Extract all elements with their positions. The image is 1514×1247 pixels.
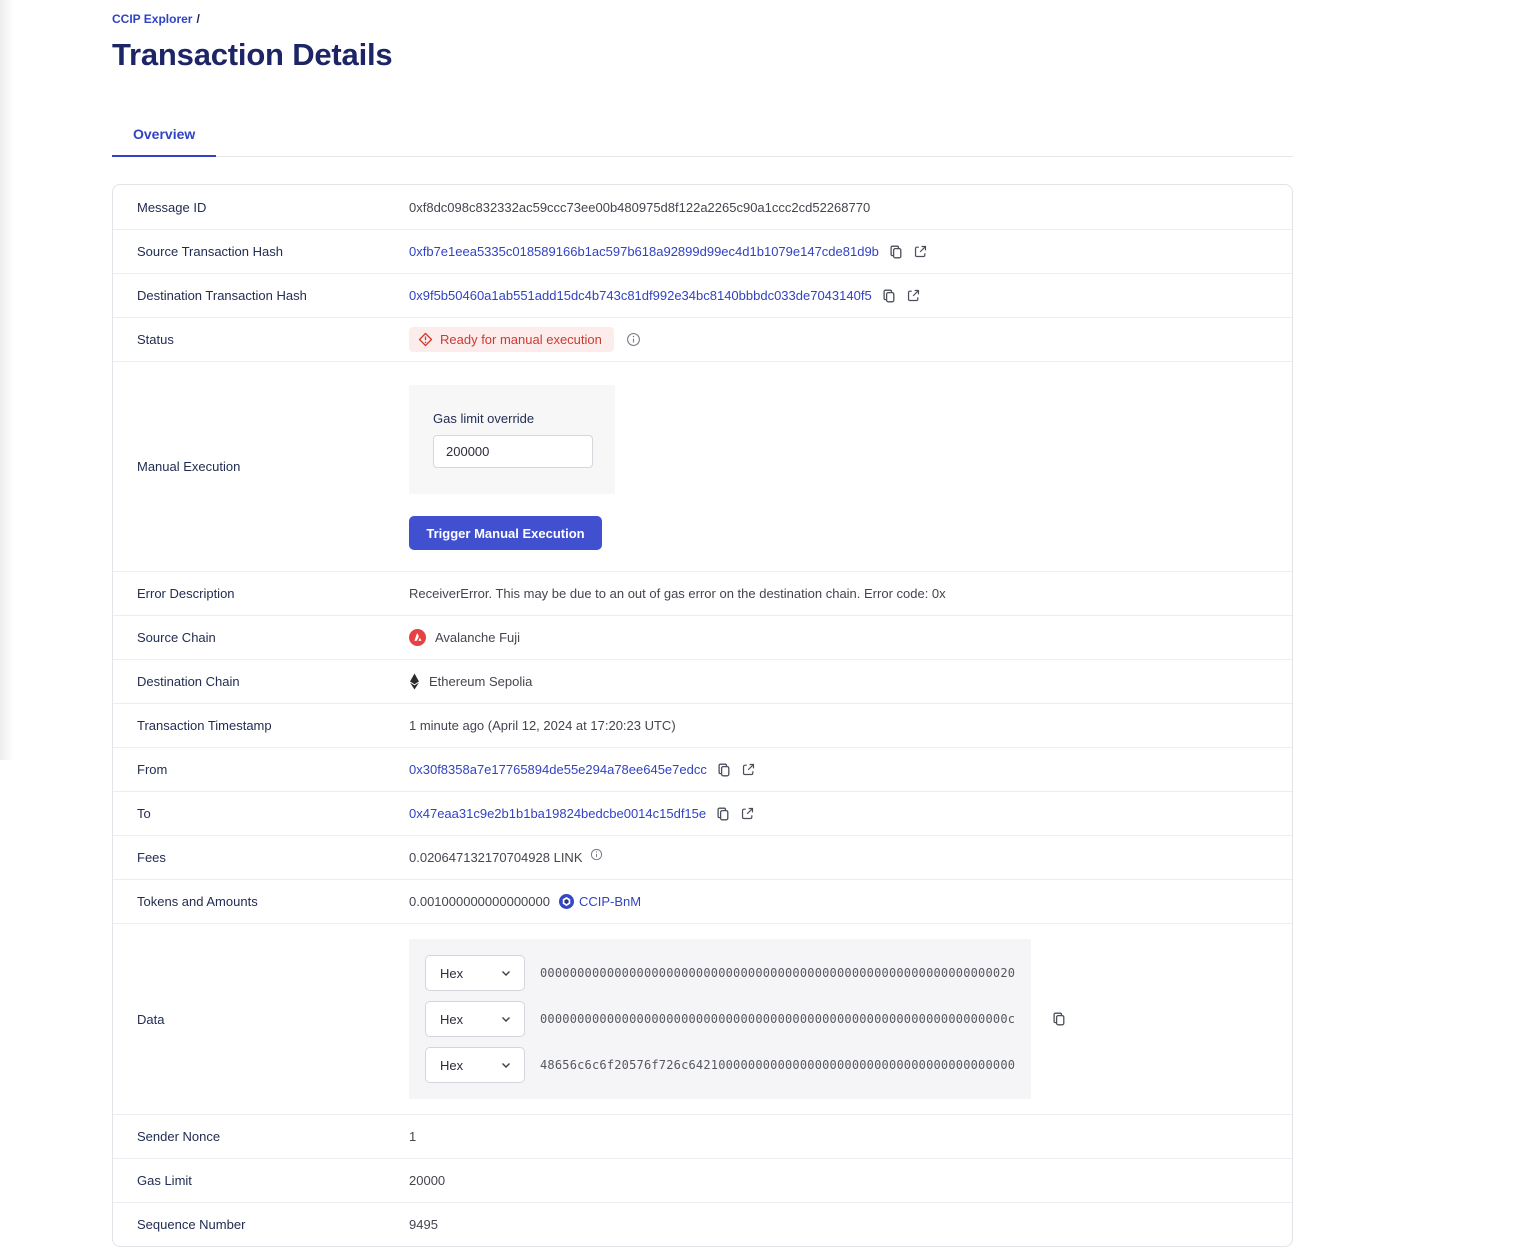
data-mode-value: Hex [440,965,464,981]
tab-bar: Overview [112,116,1293,157]
ccip-bnm-token-icon [558,894,574,909]
token-amount-value: 0.001000000000000000 [409,894,550,909]
row-source-chain: Source Chain Avalanche Fuji [113,615,1292,659]
fees-value: 0.020647132170704928 LINK [409,850,583,865]
token-ccip-bnm-link[interactable]: CCIP-BnM [558,894,642,909]
gas-limit-override-label: Gas limit override [433,411,535,426]
manual-execution-label: Manual Execution [137,459,241,474]
data-hex-value: 48656c6c6f20576f726c64210000000000000000… [540,1058,1016,1072]
row-manual-execution: Manual Execution Gas limit override Trig… [113,361,1292,571]
copy-icon[interactable] [881,288,897,304]
gas-limit-override-panel: Gas limit override [409,385,615,494]
status-badge: Ready for manual execution [409,327,614,352]
avalanche-icon [409,629,426,646]
row-destination-tx-hash: Destination Transaction Hash 0x9f5b50460… [113,273,1292,317]
data-label: Data [137,1011,165,1027]
row-transaction-timestamp: Transaction Timestamp 1 minute ago (Apri… [113,703,1292,747]
row-tokens-and-amounts: Tokens and Amounts 0.001000000000000000 … [113,879,1292,923]
sender-nonce-value: 1 [409,1129,417,1144]
ethereum-icon [409,673,420,690]
status-badge-text: Ready for manual execution [440,332,602,347]
row-fees: Fees 0.020647132170704928 LINK [113,835,1292,879]
row-source-tx-hash: Source Transaction Hash 0xfb7e1eea5335c0… [113,229,1292,273]
message-id-value: 0xf8dc098c832332ac59ccc73ee00b480975d8f1… [409,199,871,215]
row-error-description: Error Description ReceiverError. This ma… [113,571,1292,615]
data-hex-box: Hex 000000000000000000000000000000000000… [409,939,1031,1099]
trigger-manual-execution-button[interactable]: Trigger Manual Execution [409,516,602,550]
data-entry: Hex 48656c6c6f20576f726c6421000000000000… [425,1047,1015,1083]
copy-icon[interactable] [1051,1011,1067,1027]
chevron-down-icon [500,1059,512,1071]
row-from: From 0x30f8358a7e17765894de55e294a78ee64… [113,747,1292,791]
data-entry: Hex 000000000000000000000000000000000000… [425,955,1015,991]
status-label: Status [137,332,174,347]
page-title: Transaction Details [112,37,393,72]
from-label: From [137,762,168,777]
external-link-icon[interactable] [741,762,756,777]
sender-nonce-label: Sender Nonce [137,1129,221,1144]
sequence-number-label: Sequence Number [137,1217,246,1232]
transaction-timestamp-value: 1 minute ago (April 12, 2024 at 17:20:23… [409,718,676,733]
destination-chain-value: Ethereum Sepolia [429,674,533,689]
row-destination-chain: Destination Chain Ethereum Sepolia [113,659,1292,703]
data-mode-value: Hex [440,1057,464,1073]
external-link-icon[interactable] [913,244,928,259]
gas-limit-value: 20000 [409,1173,446,1188]
destination-chain-label: Destination Chain [137,674,240,689]
error-description-label: Error Description [137,586,235,601]
to-label: To [137,806,151,821]
alert-icon [418,332,433,347]
info-icon[interactable] [626,332,641,347]
gas-limit-label: Gas Limit [137,1173,192,1188]
destination-tx-hash-label: Destination Transaction Hash [137,288,307,303]
data-hex-value: 0000000000000000000000000000000000000000… [540,966,1016,980]
token-ccip-bnm-label: CCIP-BnM [578,894,642,909]
copy-icon[interactable] [888,244,904,260]
transaction-details-card: Message ID 0xf8dc098c832332ac59ccc73ee00… [112,184,1293,1247]
data-mode-select[interactable]: Hex [425,1001,525,1037]
source-tx-hash-label: Source Transaction Hash [137,244,283,259]
data-mode-select[interactable]: Hex [425,1047,525,1083]
data-mode-value: Hex [440,1011,464,1027]
from-address-link[interactable]: 0x30f8358a7e17765894de55e294a78ee645e7ed… [409,762,707,777]
tokens-and-amounts-label: Tokens and Amounts [137,894,258,909]
copy-icon[interactable] [715,806,731,822]
row-message-id: Message ID 0xf8dc098c832332ac59ccc73ee00… [113,185,1292,229]
gas-limit-override-input[interactable] [433,435,593,468]
page-container: CCIP Explorer / Transaction Details Overv… [112,0,1293,1247]
breadcrumb-separator: / [196,12,200,26]
row-status: Status Ready for manual execution [113,317,1292,361]
to-address-link[interactable]: 0x47eaa31c9e2b1b1ba19824bedcbe0014c15df1… [409,806,707,821]
external-link-icon[interactable] [906,288,921,303]
row-sequence-number: Sequence Number 9495 [113,1202,1292,1246]
external-link-icon[interactable] [740,806,755,821]
sequence-number-value: 9495 [409,1217,438,1232]
breadcrumb-ccip-explorer-link[interactable]: CCIP Explorer [112,12,193,26]
breadcrumb: CCIP Explorer / [112,0,1293,26]
row-data: Data Hex 0000000000000000000000000000000… [113,923,1292,1114]
chevron-down-icon [500,967,512,979]
source-chain-label: Source Chain [137,630,216,645]
copy-icon[interactable] [716,762,732,778]
row-gas-limit: Gas Limit 20000 [113,1158,1292,1202]
page-edge-shadow [0,0,14,760]
source-chain-value: Avalanche Fuji [435,630,521,645]
message-id-label: Message ID [137,199,207,215]
tab-overview[interactable]: Overview [112,116,217,157]
error-description-value: ReceiverError. This may be due to an out… [409,586,946,601]
source-tx-hash-link[interactable]: 0xfb7e1eea5335c018589166b1ac597b618a9289… [409,244,879,259]
data-mode-select[interactable]: Hex [425,955,525,991]
row-sender-nonce: Sender Nonce 1 [113,1114,1292,1158]
transaction-timestamp-label: Transaction Timestamp [137,718,272,733]
row-to: To 0x47eaa31c9e2b1b1ba19824bedcbe0014c15… [113,791,1292,835]
data-entry: Hex 000000000000000000000000000000000000… [425,1001,1015,1037]
chevron-down-icon [500,1013,512,1025]
destination-tx-hash-link[interactable]: 0x9f5b50460a1ab551add15dc4b743c81df992e3… [409,288,872,303]
data-hex-value: 0000000000000000000000000000000000000000… [540,1012,1016,1026]
fees-label: Fees [137,850,166,865]
info-icon[interactable] [590,848,603,861]
